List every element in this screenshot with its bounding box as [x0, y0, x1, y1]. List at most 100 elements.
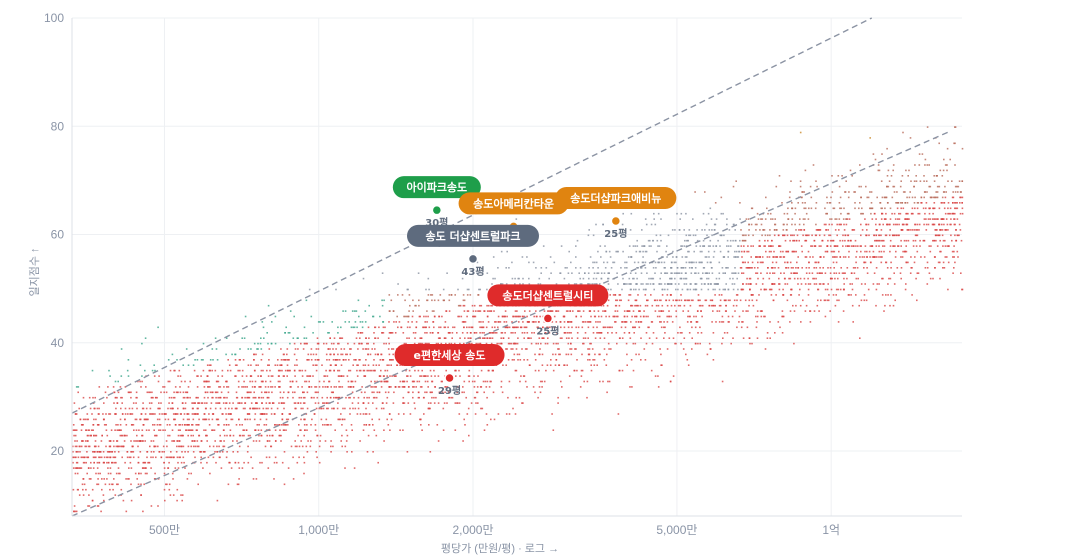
scatter-point	[799, 185, 802, 188]
scatter-point	[938, 207, 941, 210]
scatter-point	[607, 277, 610, 280]
scatter-point	[880, 207, 882, 210]
scatter-point	[642, 250, 644, 253]
scatter-point	[145, 386, 147, 388]
scatter-point	[204, 391, 207, 394]
scatter-point	[82, 488, 84, 491]
scatter-point	[861, 256, 864, 258]
scatter-point	[909, 137, 912, 139]
scatter-point	[214, 407, 217, 410]
scatter-point	[303, 337, 306, 339]
scatter-point	[815, 277, 817, 280]
scatter-point	[945, 229, 947, 231]
scatter-point	[757, 218, 760, 220]
scatter-point	[881, 277, 883, 280]
scatter-point	[631, 386, 633, 388]
scatter-point	[603, 348, 606, 350]
scatter-point	[879, 202, 881, 204]
scatter-point	[191, 402, 193, 404]
scatter-point	[299, 429, 301, 431]
scatter-point	[674, 277, 676, 280]
scatter-point	[154, 413, 156, 415]
scatter-point	[843, 272, 845, 274]
scatter-point	[176, 488, 179, 491]
scatter-point	[939, 277, 941, 280]
scatter-point	[520, 326, 523, 329]
scatter-point	[470, 337, 472, 339]
scatter-point	[391, 348, 393, 350]
scatter-point	[117, 472, 120, 475]
scatter-point	[642, 256, 644, 258]
scatter-point	[683, 304, 686, 307]
scatter-point	[168, 488, 171, 491]
scatter-point	[768, 256, 771, 258]
scatter-point	[329, 337, 331, 339]
scatter-point	[167, 407, 169, 410]
scatter-point	[591, 348, 594, 350]
scatter-point	[190, 472, 192, 475]
scatter-point	[234, 461, 237, 464]
scatter-point	[279, 391, 282, 394]
scatter-point	[340, 337, 342, 339]
scatter-point	[364, 375, 366, 377]
scatter-point	[87, 434, 89, 437]
scatter-point	[731, 283, 734, 285]
scatter-point	[143, 483, 145, 486]
scatter-point	[235, 391, 238, 394]
scatter-point	[152, 424, 154, 426]
scatter-point	[560, 245, 563, 247]
scatter-point	[424, 326, 427, 329]
scatter-point	[638, 288, 640, 291]
scatter-point	[91, 413, 93, 415]
scatter-point	[819, 267, 821, 269]
scatter-point	[737, 272, 740, 274]
scatter-point	[482, 326, 484, 329]
scatter-point	[176, 499, 178, 502]
scatter-point	[846, 218, 849, 220]
scatter-point	[202, 467, 204, 469]
scatter-point	[858, 207, 860, 210]
scatter-point	[751, 261, 754, 264]
scatter-point	[363, 396, 365, 399]
scatter-point	[672, 250, 674, 253]
scatter-point	[756, 315, 759, 318]
scatter-point	[770, 218, 772, 220]
scatter-point	[353, 359, 355, 361]
scatter-point	[729, 299, 731, 302]
scatter-point	[661, 304, 664, 307]
scatter-point	[392, 353, 394, 356]
scatter-point	[539, 380, 542, 383]
scatter-point	[255, 440, 258, 442]
scatter-point	[700, 332, 703, 334]
scatter-point	[762, 261, 764, 264]
scatter-point	[123, 440, 126, 442]
scatter-point	[140, 483, 142, 486]
scatter-point	[652, 332, 655, 334]
scatter-point	[90, 434, 92, 437]
scatter-point	[299, 402, 302, 404]
scatter-point	[338, 386, 340, 388]
scatter-point	[828, 223, 831, 226]
scatter-point	[337, 369, 339, 372]
scatter-point	[352, 326, 354, 329]
scatter-point	[203, 418, 205, 421]
scatter-point	[694, 191, 696, 193]
scatter-point	[531, 332, 533, 334]
scatter-point	[630, 256, 632, 258]
scatter-point	[682, 348, 685, 350]
scatter-point	[401, 294, 404, 296]
scatter-point	[467, 407, 470, 410]
scatter-point	[661, 288, 663, 291]
scatter-point	[267, 467, 270, 469]
scatter-point	[626, 353, 628, 356]
scatter-point	[377, 337, 379, 339]
scatter-point	[623, 315, 626, 318]
scatter-point	[946, 164, 948, 166]
scatter-point	[586, 321, 589, 323]
scatter-point	[402, 332, 405, 334]
scatter-point	[885, 196, 887, 199]
scatter-point	[552, 429, 555, 431]
scatter-point	[833, 272, 835, 274]
scatter-point	[96, 483, 98, 486]
scatter-point	[597, 250, 599, 253]
